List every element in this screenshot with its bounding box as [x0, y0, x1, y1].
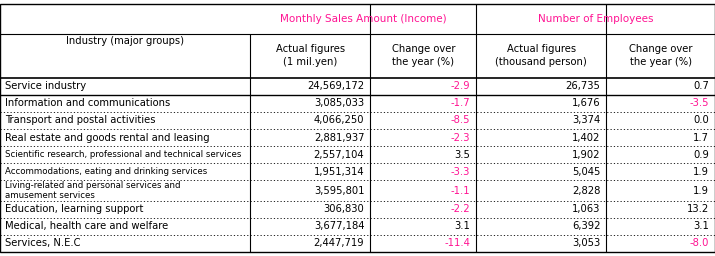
Text: 0.0: 0.0 — [694, 115, 709, 125]
Text: Services, N.E.C: Services, N.E.C — [5, 238, 81, 249]
Text: 1,402: 1,402 — [572, 133, 601, 143]
Text: 0.7: 0.7 — [693, 81, 709, 91]
Text: -2.2: -2.2 — [450, 204, 470, 214]
Text: Real estate and goods rental and leasing: Real estate and goods rental and leasing — [5, 133, 209, 143]
Text: Scientific research, professional and technical services: Scientific research, professional and te… — [5, 150, 242, 159]
Text: 13.2: 13.2 — [686, 204, 709, 214]
Text: Actual figures
(thousand person): Actual figures (thousand person) — [495, 45, 587, 67]
Text: -1.1: -1.1 — [450, 186, 470, 196]
Text: Change over
the year (%): Change over the year (%) — [629, 45, 692, 67]
Text: 1,902: 1,902 — [572, 150, 601, 159]
Text: Actual figures
(1 mil.yen): Actual figures (1 mil.yen) — [276, 45, 345, 67]
Text: -2.3: -2.3 — [450, 133, 470, 143]
Text: Living-related and personal services and
amusement services: Living-related and personal services and… — [5, 181, 180, 200]
Text: Transport and postal activities: Transport and postal activities — [5, 115, 155, 125]
Text: Change over
the year (%): Change over the year (%) — [392, 45, 455, 67]
Text: 3,595,801: 3,595,801 — [314, 186, 365, 196]
Text: Service industry: Service industry — [5, 81, 86, 91]
Text: Industry (major groups): Industry (major groups) — [66, 36, 184, 46]
Text: 3.1: 3.1 — [454, 221, 470, 231]
Text: 3.5: 3.5 — [454, 150, 470, 159]
Text: 1.9: 1.9 — [693, 167, 709, 177]
Text: 5,045: 5,045 — [572, 167, 601, 177]
Text: 3.1: 3.1 — [693, 221, 709, 231]
Text: 306,830: 306,830 — [324, 204, 365, 214]
Text: -8.5: -8.5 — [450, 115, 470, 125]
Text: 3,374: 3,374 — [572, 115, 601, 125]
Text: 1.7: 1.7 — [693, 133, 709, 143]
Text: 6,392: 6,392 — [572, 221, 601, 231]
Text: 2,881,937: 2,881,937 — [314, 133, 365, 143]
Text: 0.9: 0.9 — [693, 150, 709, 159]
Text: 2,557,104: 2,557,104 — [314, 150, 365, 159]
Text: -3.5: -3.5 — [689, 98, 709, 108]
Text: 1,951,314: 1,951,314 — [314, 167, 365, 177]
Text: 26,735: 26,735 — [566, 81, 601, 91]
Text: Accommodations, eating and drinking services: Accommodations, eating and drinking serv… — [5, 167, 207, 176]
Text: 2,828: 2,828 — [572, 186, 601, 196]
Text: -2.9: -2.9 — [450, 81, 470, 91]
Text: Monthly Sales Amount (Income): Monthly Sales Amount (Income) — [280, 14, 447, 24]
Text: Number of Employees: Number of Employees — [538, 14, 654, 24]
Text: -11.4: -11.4 — [444, 238, 470, 249]
Text: Medical, health care and welfare: Medical, health care and welfare — [5, 221, 168, 231]
Text: 1,676: 1,676 — [572, 98, 601, 108]
Text: 1.9: 1.9 — [693, 186, 709, 196]
Text: 24,569,172: 24,569,172 — [307, 81, 365, 91]
Text: 3,677,184: 3,677,184 — [314, 221, 365, 231]
Text: 4,066,250: 4,066,250 — [314, 115, 365, 125]
Text: 3,053: 3,053 — [572, 238, 601, 249]
Text: 1,063: 1,063 — [572, 204, 601, 214]
Text: 2,447,719: 2,447,719 — [314, 238, 365, 249]
Text: -8.0: -8.0 — [690, 238, 709, 249]
Text: -3.3: -3.3 — [451, 167, 470, 177]
Text: 3,085,033: 3,085,033 — [315, 98, 365, 108]
Text: -1.7: -1.7 — [450, 98, 470, 108]
Text: Information and communications: Information and communications — [5, 98, 170, 108]
Text: Education, learning support: Education, learning support — [5, 204, 144, 214]
